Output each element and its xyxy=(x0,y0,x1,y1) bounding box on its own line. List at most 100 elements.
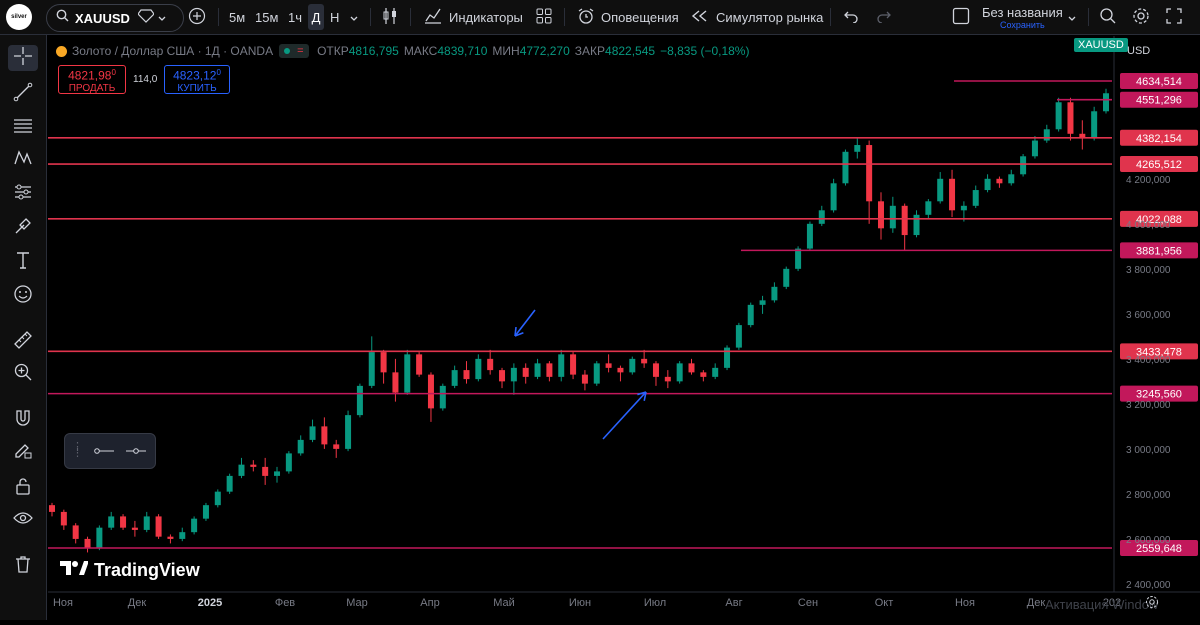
zoom-tool[interactable] xyxy=(8,361,38,387)
ruler-tool[interactable] xyxy=(8,329,38,355)
symbol-menu[interactable] xyxy=(137,0,166,34)
sliders-icon xyxy=(13,182,33,207)
candle-body xyxy=(960,205,967,211)
indicators-button[interactable]: Индикаторы xyxy=(424,0,523,34)
layout-name[interactable]: Без названия Сохранить xyxy=(982,0,1063,34)
interval-5m[interactable]: 5м xyxy=(229,0,245,34)
alerts-button[interactable]: Оповещения xyxy=(577,0,679,34)
chart-area[interactable]: 4634,514 4551,296 4382,154 4265,512 4022,088… xyxy=(48,36,1200,620)
crosshair-icon xyxy=(13,46,33,71)
candle-body xyxy=(570,354,577,375)
interval-1w[interactable]: Н xyxy=(330,0,339,34)
brush-icon xyxy=(13,216,33,241)
pattern-tool[interactable] xyxy=(8,147,38,173)
settings-button[interactable] xyxy=(1132,0,1150,34)
line-left-point-icon xyxy=(94,448,114,454)
sell-button[interactable]: 4821,980 ПРОДАТЬ xyxy=(58,65,126,94)
candle-body xyxy=(652,363,659,377)
visibility-tool[interactable] xyxy=(8,507,38,533)
brand-logo[interactable]: silver xyxy=(6,4,32,30)
buy-button[interactable]: 4823,120 КУПИТЬ xyxy=(164,65,230,94)
magnet-tool[interactable] xyxy=(8,407,38,433)
templates-button[interactable] xyxy=(536,0,552,34)
interval-1h[interactable]: 1ч xyxy=(288,0,302,34)
price-chart[interactable]: 4634,514 4551,296 4382,154 4265,512 4022,088… xyxy=(48,36,1200,620)
candle-body xyxy=(806,223,813,249)
candle-body xyxy=(641,358,648,364)
lock-tool[interactable] xyxy=(8,475,38,501)
chart-type-button[interactable] xyxy=(382,0,398,34)
spread-value: 114,0 xyxy=(133,74,158,85)
candle-body xyxy=(889,205,896,229)
candle-body xyxy=(522,367,529,377)
replay-button[interactable]: Симулятор рынка xyxy=(690,0,823,34)
candle-body xyxy=(972,190,979,206)
candle-body xyxy=(1055,102,1062,130)
candle-body xyxy=(262,466,269,476)
quick-search-button[interactable] xyxy=(1099,0,1117,34)
remove-drawings-tool[interactable] xyxy=(8,553,38,579)
add-symbol-button[interactable] xyxy=(188,0,206,34)
candle-body xyxy=(499,370,506,382)
gear-icon xyxy=(1132,7,1150,28)
search-icon xyxy=(1099,7,1117,28)
replay-label: Симулятор рынка xyxy=(716,9,824,25)
text-tool[interactable] xyxy=(8,249,38,275)
crosshair-tool[interactable] xyxy=(8,45,38,71)
candle-body xyxy=(179,532,186,539)
interval-15m[interactable]: 15м xyxy=(255,0,278,34)
drawing-mode-tool[interactable] xyxy=(8,439,38,465)
fib-tool[interactable] xyxy=(8,115,38,141)
candle-body xyxy=(546,363,553,377)
candle-body xyxy=(949,178,956,211)
redo-button[interactable] xyxy=(876,0,892,34)
candle-body xyxy=(84,538,91,548)
scale-settings-button[interactable] xyxy=(1145,595,1159,614)
prediction-tool[interactable] xyxy=(8,181,38,207)
gear-icon xyxy=(1145,596,1159,613)
candle-body xyxy=(475,358,482,380)
candle-body xyxy=(214,491,221,506)
currency-label[interactable]: USD xyxy=(1127,45,1151,57)
layout-title: Без названия xyxy=(982,4,1063,20)
y-tick-label: 2 400,000 xyxy=(1126,580,1171,591)
brush-tool[interactable] xyxy=(8,215,38,241)
legend-title: Золото / Доллар США · 1Д · OANDA xyxy=(72,44,274,58)
candle-body xyxy=(120,516,127,528)
candle-body xyxy=(617,367,624,373)
line-tool-button[interactable] xyxy=(93,444,115,463)
symbol-tag[interactable]: XAUUSD xyxy=(1074,38,1128,52)
candle-body xyxy=(108,516,115,528)
level-price-tag xyxy=(1120,73,1198,89)
high-label: МАКС xyxy=(403,44,438,58)
undo-button[interactable] xyxy=(843,0,859,34)
interval-1d[interactable]: Д xyxy=(308,4,324,30)
divider xyxy=(218,8,219,26)
line-mid-button[interactable] xyxy=(125,444,147,463)
y-tick-label: 2 600,000 xyxy=(1126,535,1171,546)
indicators-label: Индикаторы xyxy=(449,9,523,25)
layout-button[interactable] xyxy=(952,0,970,34)
open-label: ОТКР xyxy=(317,44,349,58)
drag-handle-icon[interactable]: ⋮ ⋮ xyxy=(72,441,83,459)
tradingview-watermark[interactable]: TradingView xyxy=(60,560,200,581)
line-mid-point-icon xyxy=(126,448,146,454)
interval-menu[interactable] xyxy=(350,0,358,34)
x-tick-label: Фев xyxy=(275,597,295,609)
buy-price: 4823,12 xyxy=(173,68,217,83)
market-status-badge[interactable]: = xyxy=(279,44,310,58)
candle-body xyxy=(771,286,778,301)
icon-tool[interactable] xyxy=(8,283,38,309)
sell-price-sup: 0 xyxy=(111,68,116,77)
symbol-search[interactable]: XAUUSD xyxy=(46,4,184,32)
trend-line-tool[interactable] xyxy=(8,81,38,107)
fullscreen-button[interactable] xyxy=(1166,0,1182,34)
candle-body xyxy=(629,358,636,373)
tradingview-logo-icon xyxy=(60,560,89,581)
candle-body xyxy=(1020,156,1027,175)
interval-label: Д xyxy=(311,9,321,25)
level-price-tag xyxy=(1120,129,1198,146)
candle-body xyxy=(854,145,861,152)
layout-menu[interactable] xyxy=(1068,0,1076,34)
candle-body xyxy=(202,505,209,519)
